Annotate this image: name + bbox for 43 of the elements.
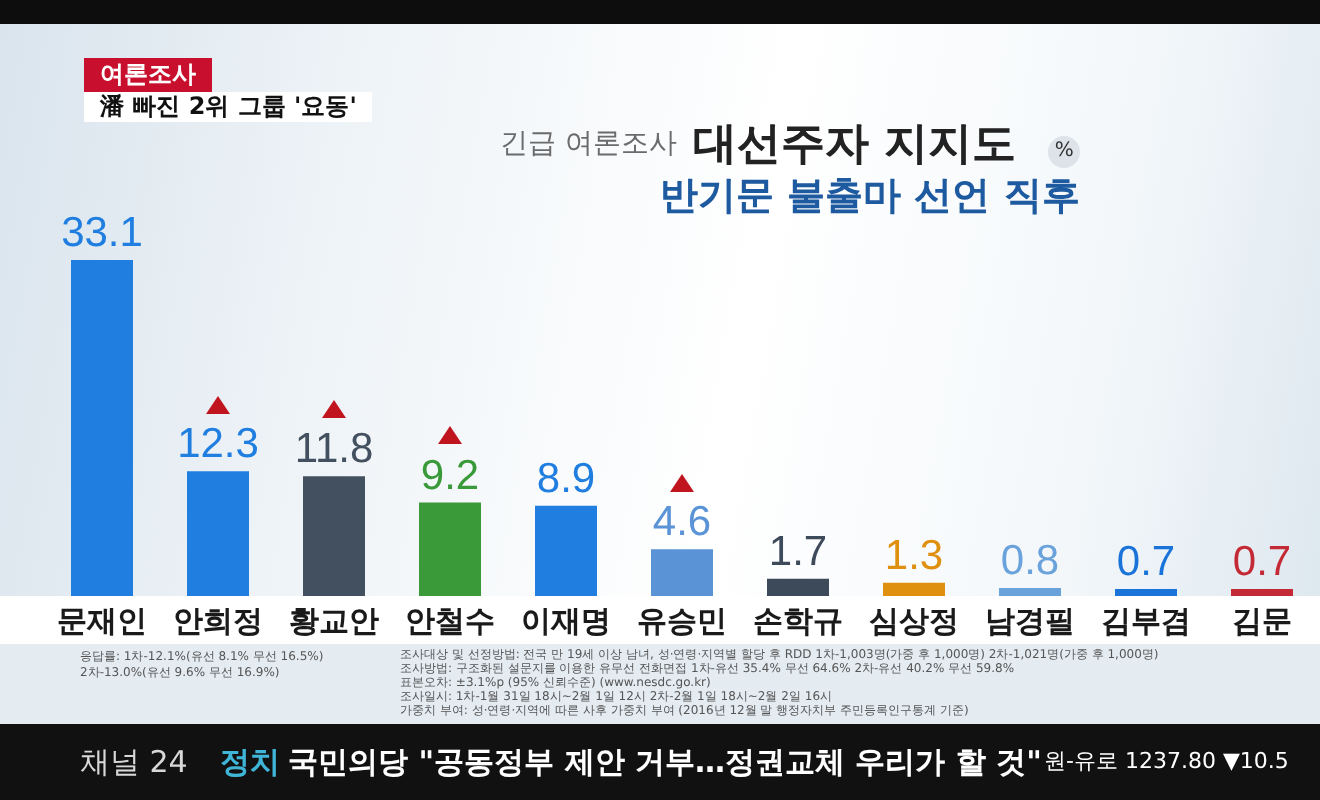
text: 원-유로 1237.80 ▼10.5 — [1044, 746, 1289, 778]
x-tick-label: 황교안 — [289, 603, 379, 639]
x-tick-label: 손학규 — [753, 603, 843, 639]
bar — [767, 578, 829, 596]
data-label: 11.8 — [294, 426, 374, 473]
chart-title: 대선주자 지지도 — [692, 118, 1017, 174]
data-label: 0.8 — [1000, 537, 1060, 584]
text: 정치 — [220, 742, 280, 782]
x-tick-label: 이재명 — [521, 603, 611, 639]
bar — [419, 502, 481, 596]
data-label: 4.6 — [652, 499, 712, 546]
data-label: 0.7 — [1232, 538, 1292, 585]
bar — [1115, 588, 1177, 596]
x-tick-label: 유승민 — [637, 603, 727, 639]
bar — [303, 476, 365, 596]
bar — [883, 582, 945, 596]
text: 국민의당 "공동정부 제안 거부…정권교체 우리가 할 것" — [288, 742, 1042, 782]
bar — [535, 505, 597, 596]
data-label: 1.7 — [768, 528, 828, 575]
text: 긴급 여론조사 — [500, 126, 677, 162]
x-tick-label: 심상정 — [869, 603, 959, 639]
bar — [999, 587, 1061, 596]
text: 潘 빠진 2위 그룹 '요동' — [84, 92, 373, 122]
bar — [71, 260, 133, 596]
data-label: 33.1 — [61, 210, 143, 256]
text: 여론조사 — [84, 58, 212, 92]
data-label: 8.9 — [536, 455, 596, 502]
x-tick-label: 안철수 — [405, 603, 495, 639]
bar — [651, 549, 713, 596]
data-label: 12.3 — [177, 421, 259, 468]
chart-subtitle: 반기문 불출마 선언 직후 — [660, 172, 1080, 222]
bar — [1231, 588, 1293, 596]
data-label: 9.2 — [420, 452, 480, 499]
text: 채널 24 — [80, 742, 188, 782]
data-label: 0.7 — [1116, 538, 1176, 585]
x-tick-label: 남경필 — [985, 603, 1075, 639]
x-tick-label: 문재인 — [57, 603, 147, 639]
y-axis-title: % — [1048, 136, 1081, 168]
data-label: 1.3 — [884, 532, 944, 579]
x-tick-label: 김부겸 — [1101, 603, 1191, 639]
x-tick-label: 안희정 — [173, 603, 263, 639]
bar — [187, 471, 249, 596]
x-tick-label: 김문 — [1232, 603, 1292, 639]
